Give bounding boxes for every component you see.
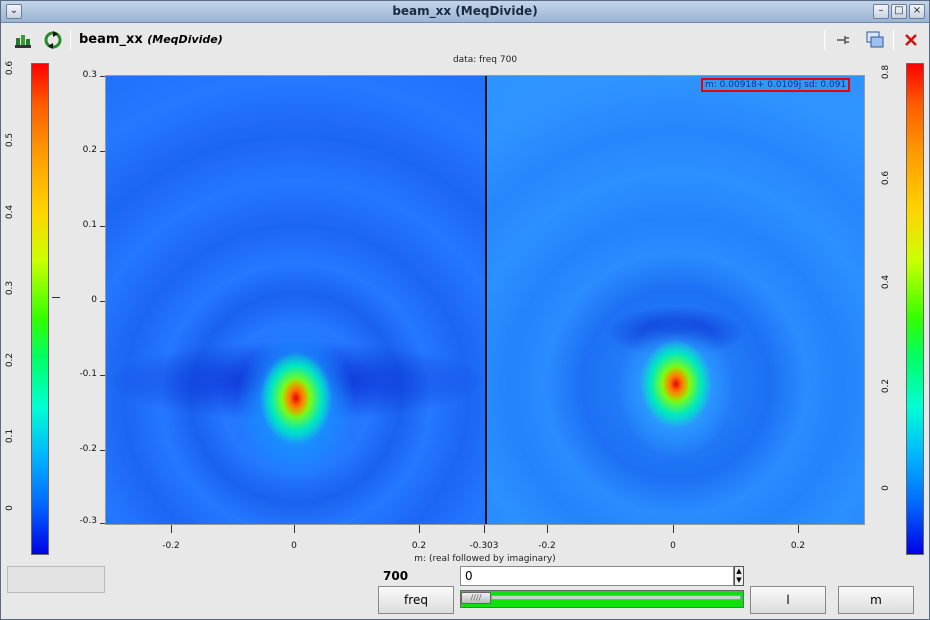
- stats-label: m: 0.00918+ 0.0109j sd: 0.091: [701, 78, 851, 92]
- right-colorbar-tick: 0: [881, 485, 891, 491]
- maximize-button[interactable]: □: [891, 4, 907, 19]
- x-tick-mark: [673, 525, 674, 533]
- x-tick-label: 0: [670, 541, 676, 551]
- spinbox-arrows-icon[interactable]: ▲ ▼: [734, 566, 744, 586]
- y-axis: 0.3 0.2 0.1 0 -0.1 -0.2 -0.3: [61, 70, 105, 526]
- slider-track: [491, 595, 741, 600]
- left-colorbar-ticks: 0.6 0.5 0.4 0.3 0.2 0.1 0: [1, 61, 21, 555]
- y-tick-mark: [100, 450, 105, 451]
- freq-button[interactable]: freq: [378, 586, 454, 614]
- x-tick-label: 0.2: [411, 541, 427, 551]
- float-window-icon[interactable]: [865, 30, 885, 50]
- y-tick-mark: [100, 76, 105, 77]
- x-tick-label: -0.2: [538, 541, 556, 551]
- node-name: beam_xx: [79, 32, 143, 47]
- imaginary-part-image: [486, 76, 864, 524]
- right-colorbar: [906, 63, 924, 555]
- left-colorbar-tick: 0.5: [5, 132, 15, 148]
- y-tick-label: -0.3: [79, 516, 97, 526]
- y-tick-label: -0.1: [79, 369, 97, 379]
- window-menu-icon[interactable]: ⌄: [6, 4, 22, 19]
- y-tick-label: 0.2: [82, 145, 97, 155]
- x-tick-mark: [547, 525, 548, 533]
- x-tick-label: 0: [291, 541, 297, 551]
- x-axis-label: m: (real followed by imaginary): [414, 554, 556, 564]
- slider-thumb[interactable]: ////: [461, 592, 491, 604]
- left-colorbar-tick: 0.4: [5, 204, 15, 220]
- y-tick-label: 0.1: [82, 220, 97, 230]
- left-colorbar-tick: 0.6: [5, 60, 15, 76]
- x-tick-label: 0.2: [790, 541, 806, 551]
- plot-title: data: freq 700: [452, 55, 518, 65]
- y-tick-label: 0.3: [82, 70, 97, 80]
- y-tick-label: 0: [91, 295, 97, 305]
- y-tick-mark: [100, 151, 105, 152]
- freq-value: 700: [383, 569, 409, 583]
- left-colorbar-tick: 0.3: [5, 280, 15, 296]
- x-tick-mark: [484, 525, 485, 533]
- window-title: beam_xx (MeqDivide): [392, 4, 538, 18]
- y-tick-mark: [100, 226, 105, 227]
- empty-status-box: [7, 566, 105, 593]
- y-tick-label: -0.2: [79, 444, 97, 454]
- node-class: (MeqDivide): [147, 33, 223, 46]
- right-colorbar-tick: 0.8: [881, 64, 891, 80]
- x-axis: -0.2 0 0.2 -0.303 -0.2 0 0.2: [105, 525, 865, 551]
- m-button[interactable]: m: [838, 586, 914, 614]
- real-part-image: [106, 76, 486, 524]
- right-colorbar-tick: 0.4: [881, 274, 891, 290]
- y-tick-mark: [100, 523, 105, 524]
- tools-icon[interactable]: [13, 30, 33, 50]
- node-label: beam_xx (MeqDivide): [79, 32, 223, 47]
- l-button[interactable]: l: [750, 586, 826, 614]
- x-tick-mark: [419, 525, 420, 533]
- real-imag-divider: [485, 76, 487, 524]
- toolbar: beam_xx (MeqDivide): [1, 24, 929, 56]
- refresh-icon[interactable]: [43, 30, 63, 50]
- y-tick-mark: [100, 301, 105, 302]
- minimize-button[interactable]: –: [873, 4, 889, 19]
- close-window-button[interactable]: ×: [909, 4, 925, 19]
- x-tick-label: -0.303: [469, 541, 499, 551]
- image-plot[interactable]: m: 0.00918+ 0.0109j sd: 0.091: [105, 75, 865, 525]
- x-tick-mark: [171, 525, 172, 533]
- y-tick-mark: [100, 375, 105, 376]
- toolbar-separator: [70, 30, 71, 50]
- left-colorbar-marker: [52, 297, 60, 298]
- right-colorbar-tick: 0.6: [881, 170, 891, 186]
- left-colorbar-tick: 0.1: [5, 428, 15, 444]
- left-colorbar: [31, 63, 49, 555]
- x-tick-mark: [798, 525, 799, 533]
- right-colorbar-ticks: 0.8 0.6 0.4 0.2 0: [877, 63, 897, 555]
- x-tick-label: -0.2: [162, 541, 180, 551]
- close-panel-icon[interactable]: [901, 30, 921, 50]
- left-colorbar-tick: 0: [5, 505, 15, 511]
- left-colorbar-tick: 0.2: [5, 352, 15, 368]
- pin-icon[interactable]: [833, 30, 853, 50]
- x-tick-mark: [294, 525, 295, 533]
- toolbar-separator-right: [824, 30, 825, 50]
- freq-index-spinbox[interactable]: 0: [460, 566, 734, 586]
- freq-slider[interactable]: ////: [460, 590, 744, 608]
- title-bar[interactable]: ⌄ beam_xx (MeqDivide) – □ ×: [1, 1, 929, 23]
- right-colorbar-tick: 0.2: [881, 378, 891, 394]
- toolbar-separator-close: [893, 30, 894, 50]
